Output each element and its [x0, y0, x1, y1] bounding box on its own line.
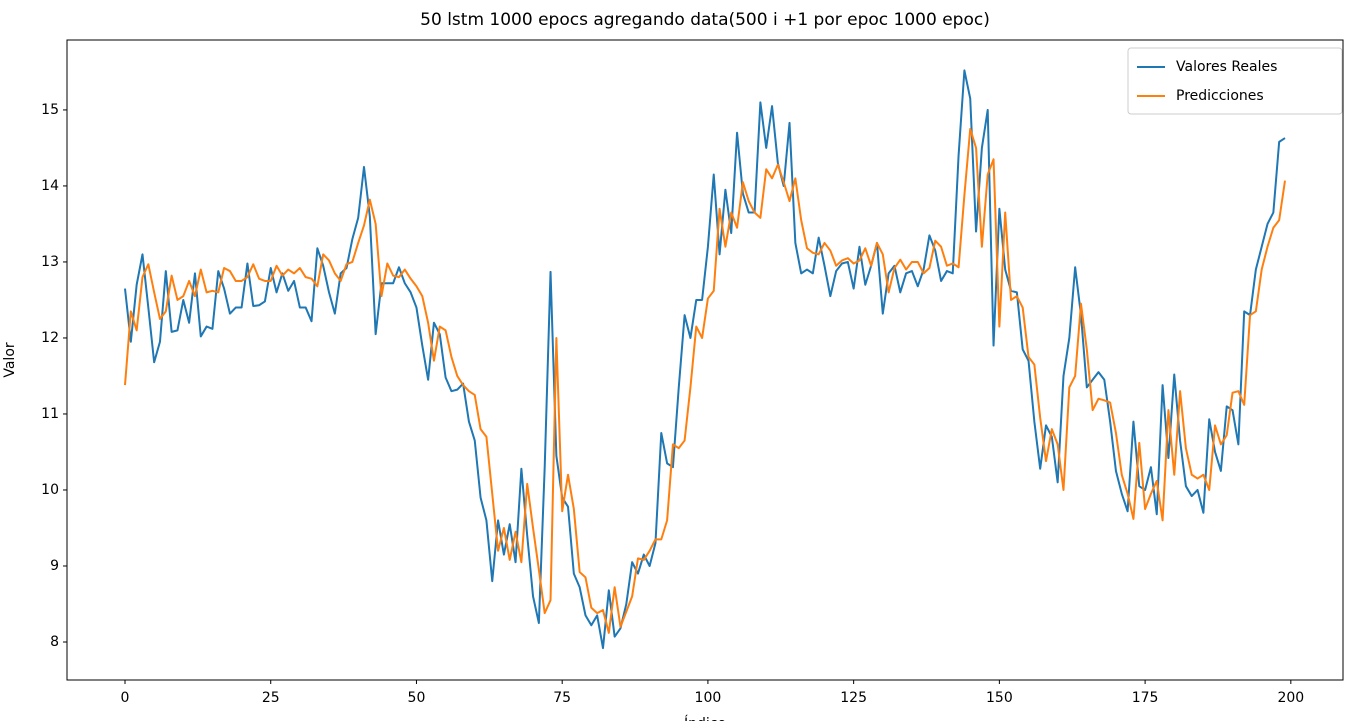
x-tick-label: 125 [840, 690, 867, 706]
y-tick-label: 9 [50, 558, 59, 574]
legend-label: Valores Reales [1176, 59, 1277, 75]
data-line [124, 127, 1286, 634]
x-tick-label: 175 [1132, 690, 1159, 706]
legend: Valores Reales Predicciones [1127, 47, 1343, 115]
legend-box [1127, 47, 1343, 115]
x-tick-label: 50 [408, 690, 426, 706]
y-tick-label: 13 [41, 254, 59, 270]
x-tick-label: 25 [262, 690, 280, 706]
x-tick-label: 200 [1277, 690, 1304, 706]
y-tick-label: 10 [41, 482, 59, 498]
y-tick-label: 12 [41, 330, 59, 346]
y-tick-label: 14 [41, 178, 59, 194]
y-tick-label: 11 [41, 406, 59, 422]
plot-frame [66, 39, 1344, 681]
y-tick-label: 8 [50, 634, 59, 650]
x-axis-label: Índice [684, 715, 726, 721]
data-line [124, 69, 1286, 650]
x-tick-label: 75 [553, 690, 571, 706]
x-tick-label: 0 [121, 690, 130, 706]
legend-label: Predicciones [1176, 88, 1264, 104]
y-axis-label: Valor [2, 342, 18, 378]
y-tick-label: 15 [41, 102, 59, 118]
chart-title: 50 lstm 1000 epocs agregando data(500 i … [420, 10, 990, 30]
x-tick-label: 100 [695, 690, 722, 706]
x-tick-label: 150 [986, 690, 1013, 706]
